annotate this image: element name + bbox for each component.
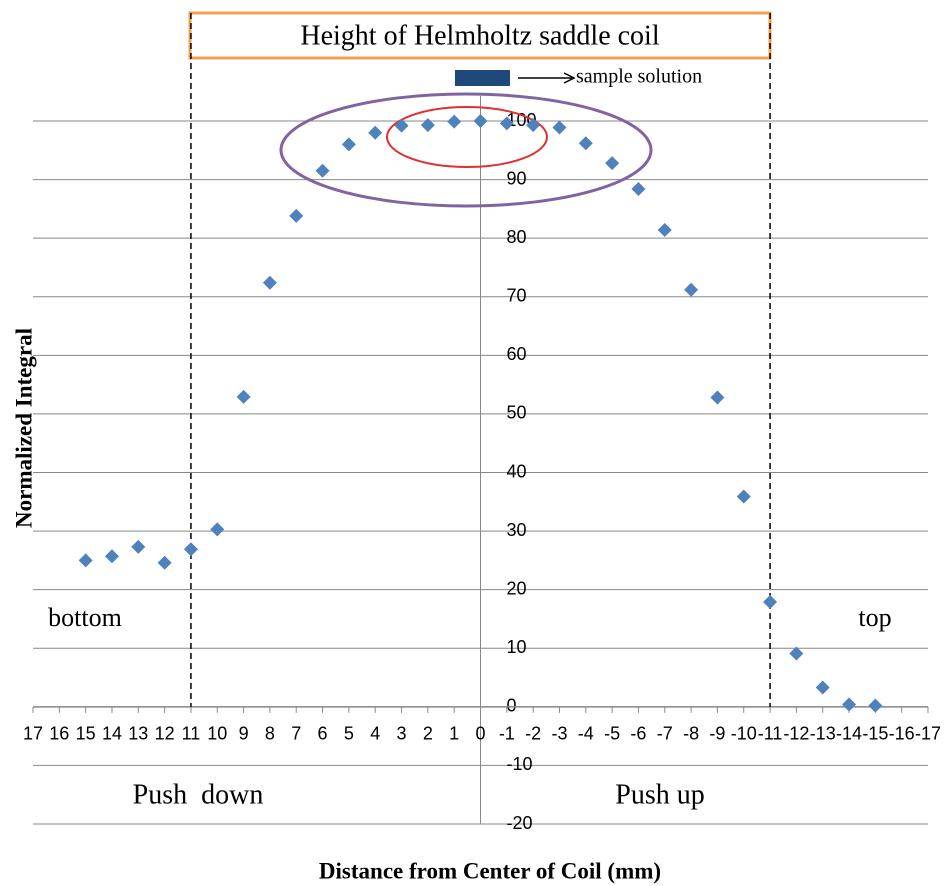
x-tick-label: -5: [604, 724, 620, 744]
x-tick-label: -10: [731, 724, 757, 744]
x-tick-label: -16: [889, 724, 915, 744]
point: [341, 137, 356, 152]
y-tick-label: 20: [507, 578, 527, 598]
point: [789, 646, 804, 661]
y-tick-label: -20: [507, 813, 533, 833]
x-tick-label: 15: [76, 724, 96, 744]
annotation: Push up: [615, 779, 704, 810]
x-tick-label: 13: [128, 724, 148, 744]
y-tick-label: 50: [507, 403, 527, 423]
x-tick-label: 9: [239, 724, 249, 744]
y-tick-label: 0: [507, 696, 517, 716]
x-tick-label: 7: [291, 724, 301, 744]
y-tick-label: 40: [507, 461, 527, 481]
point: [420, 118, 435, 133]
point: [183, 542, 198, 557]
x-tick-label: 12: [155, 724, 175, 744]
point: [763, 594, 778, 609]
x-axis-label: Distance from Center of Coil (mm): [319, 858, 661, 883]
x-tick-label: -11: [758, 724, 783, 744]
x-tick-label: 5: [344, 724, 354, 744]
point: [210, 522, 225, 537]
point: [736, 489, 751, 504]
point: [447, 114, 462, 129]
point: [657, 222, 672, 237]
annotation: bottom: [48, 603, 122, 632]
x-tick-label: 17: [23, 724, 43, 744]
point: [131, 539, 146, 554]
x-tick-label: 4: [370, 724, 380, 744]
point: [684, 282, 699, 297]
x-tick-label: -1: [499, 724, 515, 744]
y-axis-label: Normalized Integral: [11, 328, 36, 528]
x-tick-label: -17: [915, 724, 941, 744]
point: [262, 275, 277, 290]
x-tick-label: -9: [709, 724, 725, 744]
y-tick-label: 10: [507, 637, 527, 657]
point: [815, 680, 830, 695]
point: [631, 181, 646, 196]
x-tick-label: -15: [862, 724, 888, 744]
legend-arrow-head: [563, 72, 576, 84]
x-tick-label: 2: [423, 724, 433, 744]
x-tick-label: -6: [630, 724, 646, 744]
y-tick-label: 80: [507, 227, 527, 247]
point: [605, 156, 620, 171]
y-tick-label: 90: [507, 168, 527, 188]
x-tick-label: 3: [397, 724, 407, 744]
point: [315, 163, 330, 178]
point: [157, 555, 172, 570]
point: [526, 118, 541, 133]
annotation: top: [858, 603, 891, 632]
x-tick-label: 11: [182, 724, 201, 744]
point: [289, 208, 304, 223]
point: [710, 390, 725, 405]
y-tick-label: 60: [507, 344, 527, 364]
point: [473, 114, 488, 128]
x-tick-label: -13: [810, 724, 836, 744]
point: [578, 136, 593, 151]
x-tick-label: -14: [836, 724, 862, 744]
x-tick-label: 14: [102, 724, 122, 744]
highlight-ellipse: [279, 92, 653, 208]
x-tick-label: -3: [551, 724, 567, 744]
highlight-ellipse: [386, 106, 548, 168]
point: [104, 549, 119, 564]
x-tick-label: 1: [449, 724, 459, 744]
y-tick-label: 70: [507, 286, 527, 306]
y-tick-label: 30: [507, 520, 527, 540]
point: [868, 698, 883, 713]
x-tick-label: 10: [207, 724, 227, 744]
x-tick-label: 8: [265, 724, 275, 744]
x-tick-label: 6: [318, 724, 328, 744]
x-tick-label: 16: [49, 724, 69, 744]
legend-marker: [455, 70, 510, 86]
annotation: Push down: [133, 779, 264, 810]
x-tick-label: -2: [525, 724, 541, 744]
x-tick-label: -4: [578, 724, 594, 744]
point: [236, 389, 251, 404]
point: [842, 697, 857, 712]
x-tick-label: -7: [657, 724, 673, 744]
legend-label: sample solution: [576, 66, 702, 88]
y-tick-label: -10: [507, 754, 533, 774]
point: [499, 116, 514, 131]
x-tick-label: 0: [475, 724, 485, 744]
point: [394, 118, 409, 133]
point: [552, 120, 567, 135]
point: [78, 553, 93, 568]
x-tick-label: -8: [683, 724, 699, 744]
chart-title: Height of Helmholtz saddle coil: [300, 20, 659, 51]
point: [368, 125, 383, 140]
x-tick-label: -12: [783, 724, 809, 744]
